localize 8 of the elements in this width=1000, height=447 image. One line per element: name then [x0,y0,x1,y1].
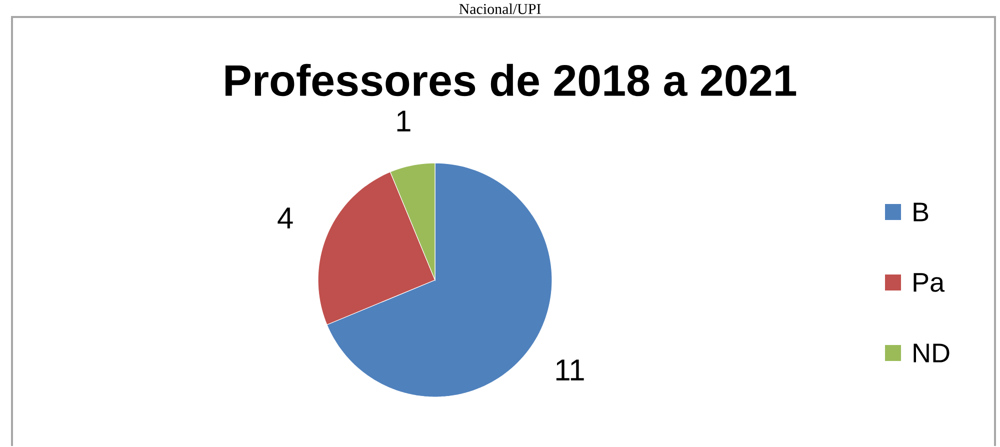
data-label: 11 [556,360,584,380]
data-label: 4 [278,208,293,228]
chart-title: Professores de 2018 a 2021 [226,64,796,96]
legend-label: B [914,202,928,222]
data-label: 1 [397,110,410,132]
text: Nacional/UPI [459,4,541,14]
legend-label: Pa [914,273,945,292]
legend-label: ND [914,344,950,362]
